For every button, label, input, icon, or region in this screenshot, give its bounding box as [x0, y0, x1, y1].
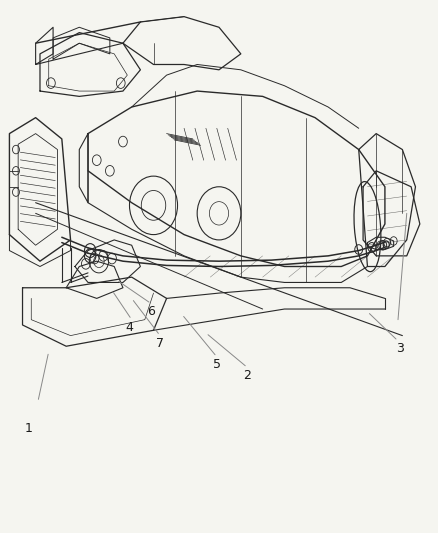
Text: 1: 1 — [25, 422, 33, 435]
Text: 3: 3 — [396, 342, 404, 356]
Text: 7: 7 — [156, 337, 164, 350]
Text: 4: 4 — [126, 321, 134, 334]
Text: 5: 5 — [213, 358, 221, 372]
Text: 6: 6 — [148, 305, 155, 318]
Text: 2: 2 — [244, 369, 251, 382]
